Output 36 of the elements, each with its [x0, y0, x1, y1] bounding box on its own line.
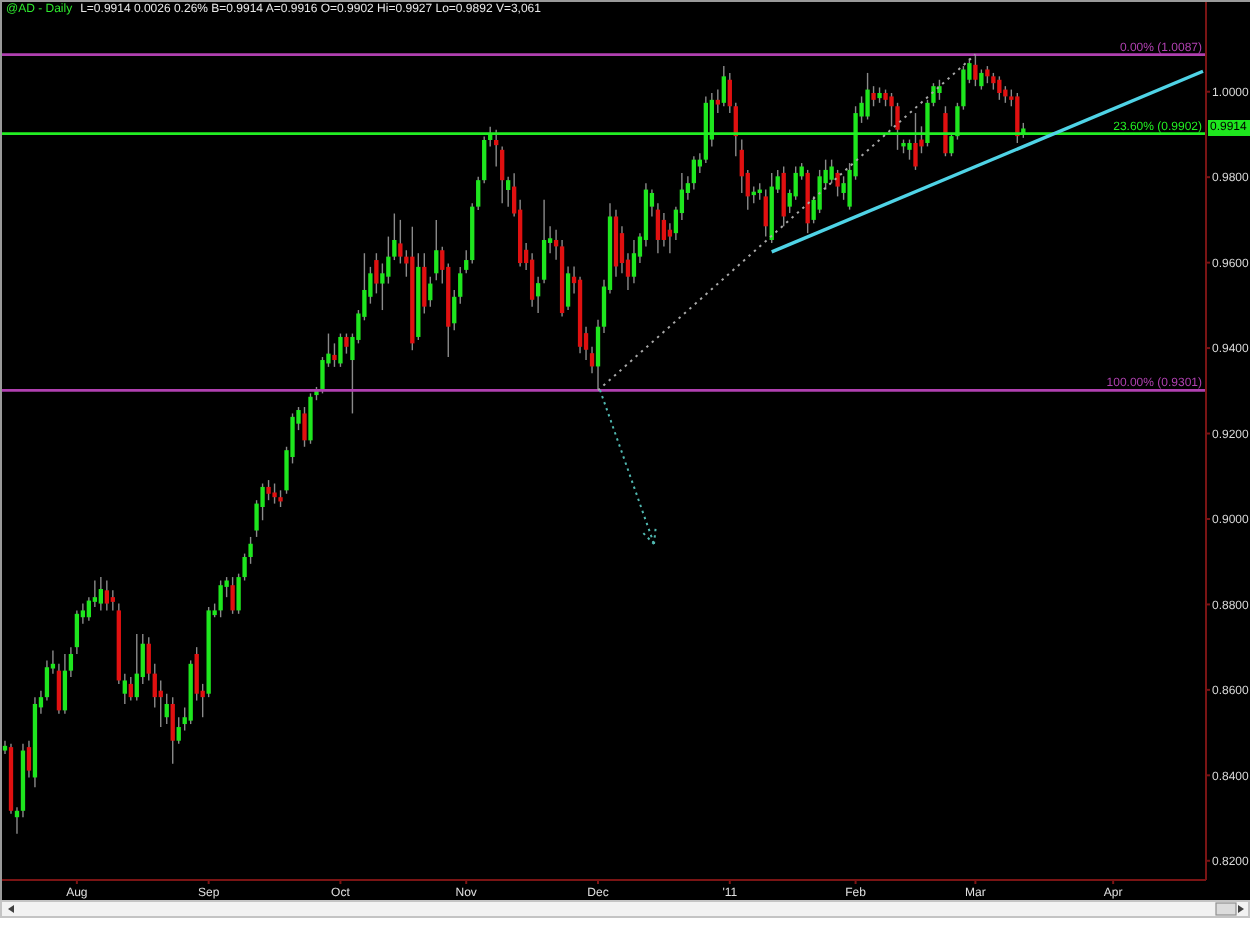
candlestick [721, 65, 726, 107]
candlestick [338, 332, 343, 368]
candlestick [62, 653, 68, 715]
candlestick [74, 609, 80, 655]
candlestick [302, 406, 307, 448]
candlestick [997, 75, 1002, 101]
candlestick [218, 579, 223, 618]
candlestick [871, 85, 876, 107]
candlestick [937, 79, 942, 101]
candlestick [128, 676, 133, 702]
candlestick [170, 696, 175, 765]
candlestick [104, 579, 109, 612]
candlestick [973, 53, 978, 87]
candlestick [308, 392, 313, 445]
candlestick [841, 175, 846, 201]
candlestick [763, 188, 768, 238]
candlestick [781, 165, 786, 228]
candlestick [661, 212, 667, 248]
candlestick [907, 138, 912, 161]
candlestick [631, 239, 637, 284]
candlestick [164, 693, 169, 725]
candlestick [943, 105, 948, 157]
candlestick [98, 576, 103, 612]
candlestick [110, 589, 115, 612]
candlestick [865, 72, 870, 121]
candlestick [266, 479, 271, 501]
candlestick [272, 482, 277, 505]
candlestick [230, 576, 235, 615]
candlestick [134, 633, 139, 702]
candlestick [344, 332, 349, 355]
candlestick [434, 219, 439, 281]
candlestick [793, 165, 798, 201]
candlestick [913, 112, 918, 171]
candlestick [422, 252, 427, 315]
candlestick [565, 265, 571, 311]
candlestick [332, 342, 337, 368]
